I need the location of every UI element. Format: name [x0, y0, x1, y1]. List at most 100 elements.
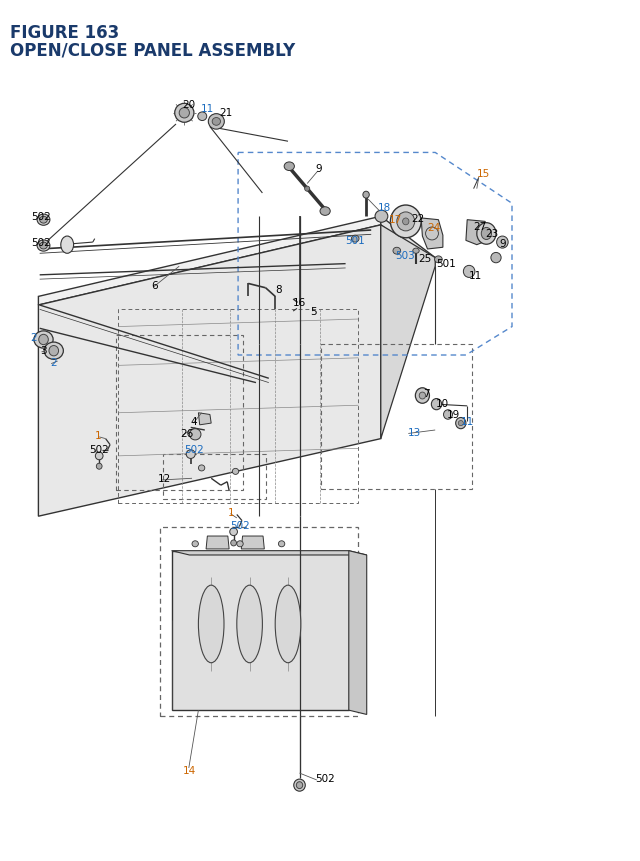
Polygon shape: [421, 219, 443, 250]
Text: 11: 11: [200, 103, 214, 114]
Text: 501: 501: [346, 236, 365, 246]
Ellipse shape: [49, 346, 59, 356]
Text: 7: 7: [423, 388, 429, 399]
Ellipse shape: [444, 411, 452, 419]
Bar: [163, 455, 266, 499]
Text: 501: 501: [436, 258, 456, 269]
Polygon shape: [241, 536, 264, 549]
Polygon shape: [198, 413, 211, 425]
Bar: [160, 527, 358, 716]
Polygon shape: [38, 217, 381, 306]
Ellipse shape: [491, 253, 501, 263]
Text: 10: 10: [436, 399, 449, 409]
Ellipse shape: [458, 421, 463, 426]
Ellipse shape: [375, 211, 388, 223]
Ellipse shape: [44, 343, 63, 360]
Text: 502: 502: [31, 212, 51, 222]
Text: 11: 11: [469, 270, 483, 281]
Polygon shape: [381, 226, 435, 439]
Ellipse shape: [209, 115, 225, 130]
Ellipse shape: [39, 335, 49, 345]
Ellipse shape: [403, 219, 409, 226]
Ellipse shape: [294, 779, 305, 791]
Ellipse shape: [477, 223, 496, 245]
Ellipse shape: [275, 585, 301, 663]
Text: 13: 13: [408, 427, 421, 437]
Text: 3: 3: [40, 345, 46, 356]
Ellipse shape: [296, 782, 303, 789]
Text: 502: 502: [90, 444, 109, 455]
Ellipse shape: [320, 208, 330, 216]
Text: 27: 27: [474, 221, 487, 232]
Ellipse shape: [230, 528, 237, 536]
Ellipse shape: [463, 266, 475, 278]
Text: 12: 12: [157, 474, 171, 484]
Ellipse shape: [397, 213, 415, 232]
Ellipse shape: [175, 104, 194, 123]
Text: 15: 15: [477, 169, 490, 179]
Ellipse shape: [435, 257, 442, 263]
Text: 6: 6: [151, 281, 157, 291]
Ellipse shape: [278, 542, 285, 548]
Ellipse shape: [237, 542, 243, 548]
Ellipse shape: [305, 187, 310, 192]
Ellipse shape: [198, 113, 207, 121]
Ellipse shape: [179, 108, 189, 119]
Ellipse shape: [481, 228, 492, 240]
Ellipse shape: [419, 393, 426, 400]
Ellipse shape: [40, 217, 47, 224]
Text: 22: 22: [412, 214, 425, 224]
Text: 2: 2: [31, 332, 37, 343]
Ellipse shape: [456, 418, 466, 430]
Text: 21: 21: [219, 108, 232, 118]
Polygon shape: [381, 217, 435, 267]
Text: 25: 25: [419, 253, 432, 263]
Ellipse shape: [497, 237, 508, 249]
Text: 18: 18: [378, 202, 391, 213]
Bar: [118, 310, 358, 504]
Text: OPEN/CLOSE PANEL ASSEMBLY: OPEN/CLOSE PANEL ASSEMBLY: [10, 41, 295, 59]
Text: 11: 11: [461, 416, 474, 426]
Text: 9: 9: [315, 164, 321, 174]
Polygon shape: [172, 551, 367, 555]
Ellipse shape: [37, 241, 50, 251]
Text: 8: 8: [275, 285, 282, 295]
Ellipse shape: [237, 585, 262, 663]
Text: 2: 2: [50, 357, 56, 368]
Ellipse shape: [415, 388, 429, 404]
Ellipse shape: [351, 236, 359, 243]
Ellipse shape: [186, 450, 195, 459]
Text: 502: 502: [316, 773, 335, 784]
Text: 5: 5: [310, 307, 316, 317]
Text: 26: 26: [180, 429, 194, 439]
Polygon shape: [38, 226, 381, 517]
Ellipse shape: [363, 192, 369, 199]
Text: 20: 20: [182, 100, 196, 110]
Text: 23: 23: [485, 229, 499, 239]
Text: 17: 17: [388, 214, 402, 225]
Bar: [321, 344, 472, 489]
Text: 16: 16: [293, 297, 307, 307]
Ellipse shape: [413, 249, 419, 254]
Text: 24: 24: [428, 222, 441, 232]
Text: 502: 502: [184, 444, 204, 455]
Ellipse shape: [97, 463, 102, 470]
Polygon shape: [172, 551, 349, 710]
Bar: [116, 336, 243, 491]
Ellipse shape: [40, 243, 47, 250]
Text: 503: 503: [396, 251, 415, 261]
Text: 502: 502: [31, 238, 51, 248]
Circle shape: [61, 237, 74, 254]
Polygon shape: [349, 551, 367, 715]
Text: FIGURE 163: FIGURE 163: [10, 24, 119, 42]
Ellipse shape: [231, 541, 237, 546]
Ellipse shape: [192, 542, 198, 548]
Ellipse shape: [212, 118, 220, 127]
Polygon shape: [466, 220, 488, 245]
Ellipse shape: [431, 399, 442, 411]
Ellipse shape: [198, 585, 224, 663]
Ellipse shape: [189, 429, 201, 441]
Text: 14: 14: [183, 765, 196, 775]
Text: 1: 1: [228, 507, 234, 517]
Ellipse shape: [390, 206, 421, 238]
